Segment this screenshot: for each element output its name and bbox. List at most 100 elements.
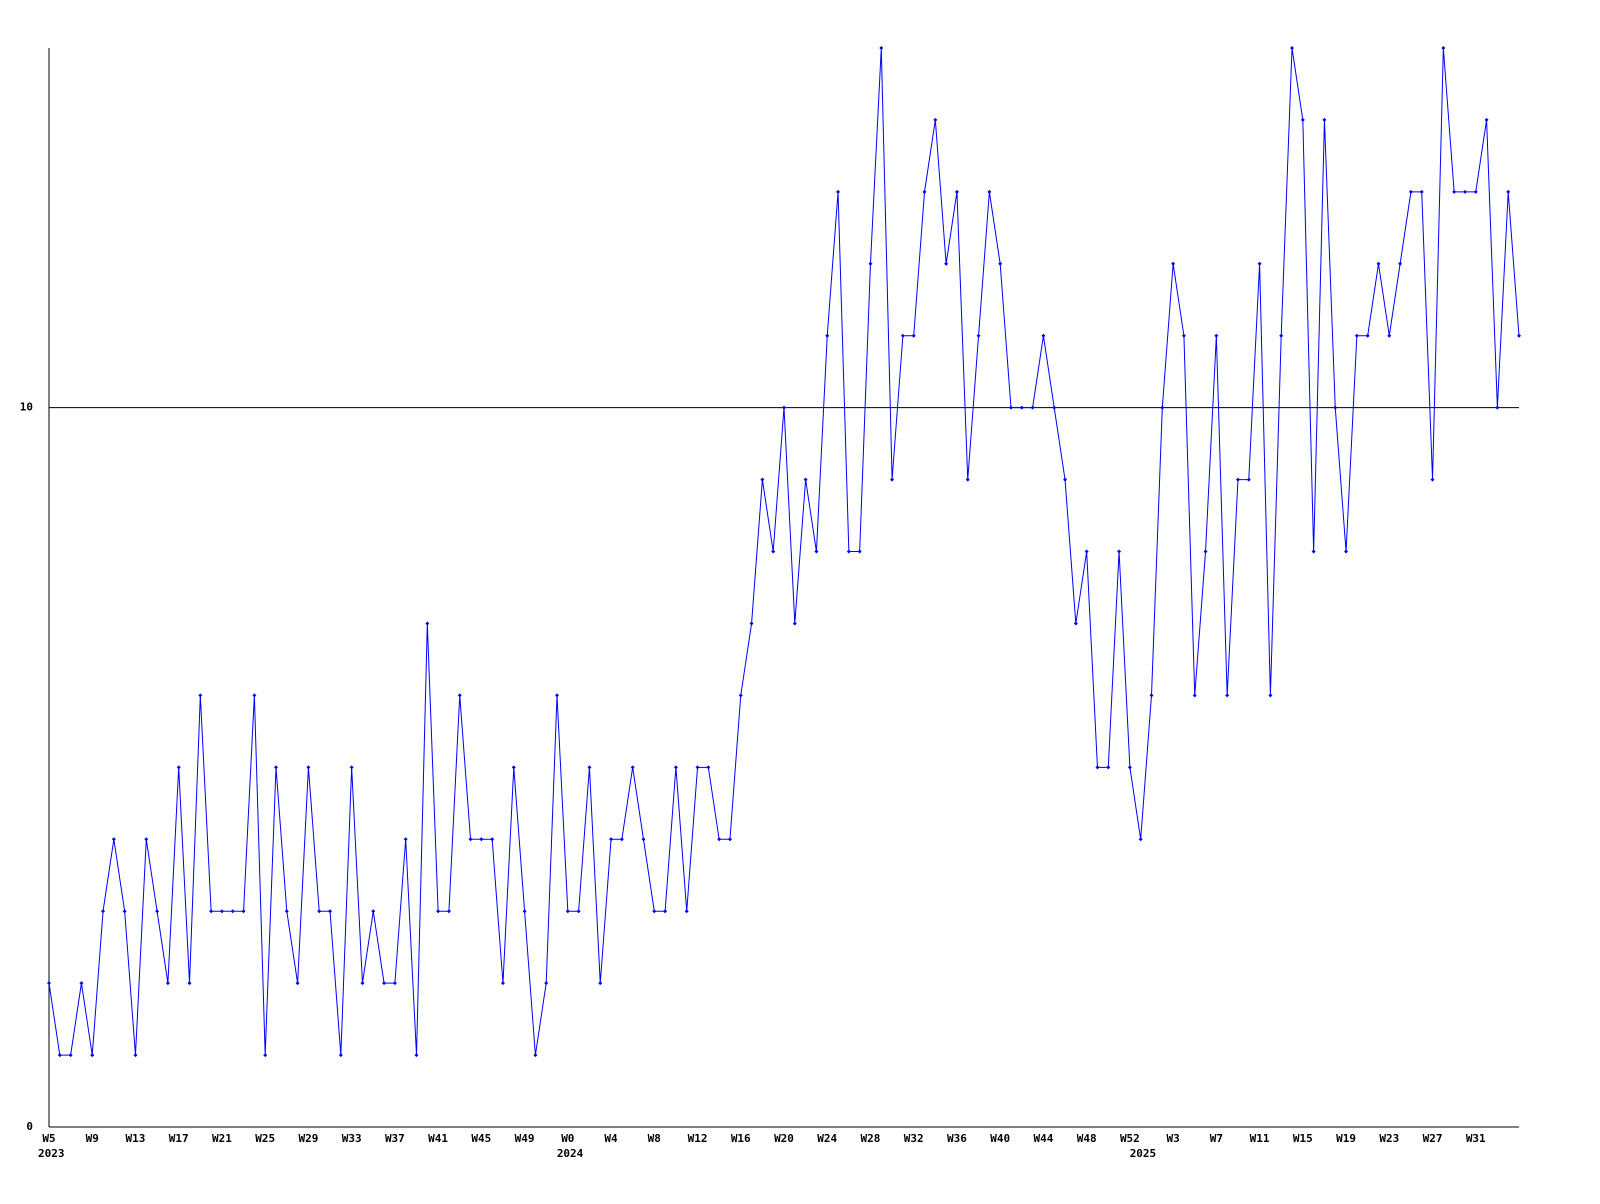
x-tick-label: W12 xyxy=(688,1132,708,1145)
data-point xyxy=(879,46,884,50)
data-point xyxy=(1473,189,1478,194)
x-tick-label: W23 xyxy=(1379,1132,1399,1145)
data-point xyxy=(1419,189,1424,194)
data-point xyxy=(1290,46,1295,50)
data-point xyxy=(868,261,873,266)
data-point xyxy=(954,189,959,194)
data-point xyxy=(79,981,84,986)
data-point xyxy=(857,549,862,554)
x-tick-label: W48 xyxy=(1077,1132,1097,1145)
year-label: 2025 xyxy=(1130,1147,1157,1160)
data-point xyxy=(1235,477,1240,482)
data-point xyxy=(1041,333,1046,338)
data-point xyxy=(360,981,365,986)
data-point xyxy=(1268,693,1273,698)
data-point xyxy=(1225,693,1230,698)
data-point xyxy=(1484,117,1489,122)
x-tick-label: W8 xyxy=(648,1132,661,1145)
data-point xyxy=(1073,621,1078,626)
data-point xyxy=(90,1053,95,1058)
x-tick-label: W37 xyxy=(385,1132,405,1145)
x-tick-label: W11 xyxy=(1250,1132,1270,1145)
x-tick-label: W13 xyxy=(126,1132,146,1145)
data-point xyxy=(803,477,808,482)
x-tick-label: W31 xyxy=(1466,1132,1486,1145)
data-point xyxy=(284,909,289,914)
x-tick-label: W44 xyxy=(1033,1132,1053,1145)
data-point xyxy=(652,909,657,914)
data-point xyxy=(944,261,949,266)
y-tick-label: 10 xyxy=(20,401,33,414)
data-point xyxy=(1030,405,1035,410)
data-point xyxy=(825,333,830,338)
data-point xyxy=(252,693,257,698)
data-point xyxy=(382,981,387,986)
data-point xyxy=(565,909,570,914)
x-tick-label: W9 xyxy=(86,1132,99,1145)
data-point xyxy=(414,1053,419,1058)
data-point xyxy=(1462,189,1467,194)
data-point xyxy=(306,765,311,770)
x-tick-label: W49 xyxy=(515,1132,535,1145)
data-point xyxy=(57,1053,62,1058)
data-point xyxy=(122,909,127,914)
data-point xyxy=(890,477,895,482)
data-point xyxy=(403,837,408,842)
data-point xyxy=(1138,837,1143,842)
x-tick-label: W3 xyxy=(1166,1132,1179,1145)
data-point xyxy=(111,837,116,842)
data-point xyxy=(598,981,603,986)
y-tick-label: 0 xyxy=(26,1120,33,1133)
data-point xyxy=(1160,405,1165,410)
data-point xyxy=(522,909,527,914)
data-point xyxy=(706,765,711,770)
data-point xyxy=(1052,405,1057,410)
data-point xyxy=(1452,189,1457,194)
x-tick-label: W29 xyxy=(298,1132,318,1145)
data-point xyxy=(198,693,203,698)
x-tick-label: W16 xyxy=(731,1132,751,1145)
data-point xyxy=(1376,261,1381,266)
data-point xyxy=(371,909,376,914)
data-line xyxy=(48,47,1520,1056)
data-point xyxy=(1019,405,1024,410)
x-tick-label: W32 xyxy=(904,1132,924,1145)
data-point xyxy=(209,909,214,914)
data-point xyxy=(349,765,354,770)
data-point xyxy=(576,909,581,914)
data-point xyxy=(273,765,278,770)
data-point xyxy=(1084,549,1089,554)
data-point xyxy=(792,621,797,626)
x-tick-label: W0 xyxy=(561,1132,574,1145)
data-point xyxy=(727,837,732,842)
data-point xyxy=(1095,765,1100,770)
data-point xyxy=(155,909,160,914)
data-point xyxy=(760,477,765,482)
data-point xyxy=(717,837,722,842)
year-label: 2023 xyxy=(38,1147,65,1160)
data-point xyxy=(295,981,300,986)
data-point xyxy=(1398,261,1403,266)
x-tick-label: W52 xyxy=(1120,1132,1140,1145)
data-point xyxy=(500,981,505,986)
data-point xyxy=(1257,261,1262,266)
data-point xyxy=(436,909,441,914)
data-point xyxy=(922,189,927,194)
x-tick-label: W15 xyxy=(1293,1132,1313,1145)
x-tick-label: W40 xyxy=(990,1132,1010,1145)
data-point xyxy=(468,837,473,842)
x-tick-label: W4 xyxy=(604,1132,618,1145)
data-point xyxy=(1495,405,1500,410)
data-point xyxy=(263,1053,268,1058)
data-point xyxy=(1354,333,1359,338)
year-label: 2024 xyxy=(557,1147,584,1160)
data-point xyxy=(317,909,322,914)
data-point xyxy=(1063,477,1068,482)
data-point xyxy=(673,765,678,770)
x-tick-label: W7 xyxy=(1210,1132,1223,1145)
data-point xyxy=(457,693,462,698)
data-point xyxy=(328,909,333,914)
data-point xyxy=(230,909,235,914)
data-point xyxy=(1322,117,1327,122)
